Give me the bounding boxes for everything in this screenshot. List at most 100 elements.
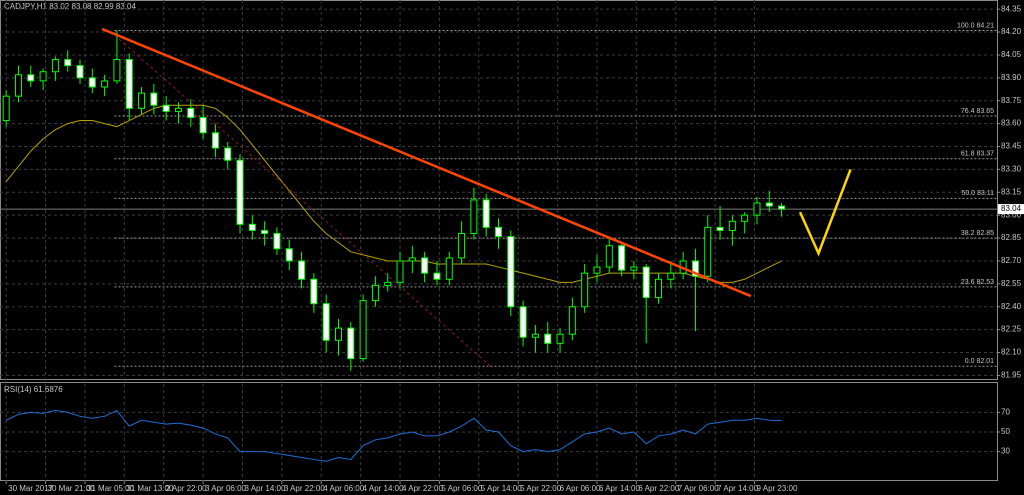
y-tick-label: 83.30: [1001, 165, 1022, 174]
y-tick-label: 84.35: [1001, 4, 1022, 13]
candle-body: [322, 303, 330, 341]
candle-body: [581, 272, 589, 308]
candle-body: [2, 95, 10, 122]
fib-label: 50.0 83.11: [961, 190, 994, 197]
fib-label: 23.6 82.53: [961, 279, 994, 286]
candle-body: [445, 257, 453, 280]
candle-body: [224, 147, 232, 161]
candle-body: [408, 257, 416, 262]
candle-body: [187, 107, 195, 119]
candle-body: [174, 107, 182, 112]
candle-body: [384, 281, 392, 286]
candle-body: [630, 266, 638, 271]
x-tick-label: 9 Apr 23:00: [757, 484, 798, 493]
main-panel: [0, 0, 998, 380]
x-tick-label: 7 Apr 06:00: [678, 484, 719, 493]
candle-body: [101, 80, 109, 88]
candle-body: [162, 104, 170, 112]
moving-average: [5, 104, 782, 283]
x-tick-label: 4 Apr 22:00: [402, 484, 443, 493]
candle-body: [261, 229, 269, 234]
candle-body: [495, 226, 502, 238]
x-tick-label: 3 Apr 14:00: [244, 484, 285, 493]
x-tick-label: 3 Apr 22:00: [284, 484, 325, 493]
fib-label: 76.4 83.65: [961, 108, 994, 115]
fib-label: 100.0 84.21: [957, 22, 994, 29]
candle-body: [248, 223, 256, 231]
x-tick-label: 30 Mar 2017: [8, 484, 53, 493]
candle-body: [371, 284, 379, 302]
x-tick-label: 5 Apr 14:00: [481, 484, 522, 493]
candle-body: [667, 272, 675, 280]
y-tick-label: 83.90: [1001, 73, 1022, 82]
candle-body: [125, 59, 133, 109]
candle-body: [285, 248, 293, 262]
y-tick-label: 83.75: [1001, 96, 1022, 105]
candle-body: [568, 306, 576, 335]
x-tick-label: 5 Apr 22:00: [520, 484, 561, 493]
candle-body: [421, 257, 429, 274]
candle-body: [593, 266, 601, 274]
candle-body: [113, 59, 121, 82]
candle-body: [556, 333, 564, 344]
candle-body: [728, 220, 736, 231]
x-tick-label: 5 Apr 06:00: [441, 484, 482, 493]
y-tick-label: 70: [1001, 408, 1010, 417]
candle-body: [519, 306, 527, 338]
fib-label: 0.0 82.01: [965, 358, 994, 365]
y-tick-label: 81.95: [1001, 371, 1022, 380]
candle-body: [199, 117, 207, 134]
chart-title: CADJPY,H1 83.02 83.08 82.99 83.04: [4, 2, 137, 11]
y-tick-label: 83.60: [1001, 119, 1022, 128]
candle-body: [39, 71, 47, 82]
candle-body: [64, 59, 72, 67]
last-price-label: 83.04: [1001, 204, 1022, 213]
candle-body: [14, 74, 22, 97]
candle-body: [433, 272, 441, 280]
y-tick-label: 82.40: [1001, 302, 1022, 311]
x-tick-label: 6 Apr 22:00: [638, 484, 679, 493]
y-tick-label: 82.70: [1001, 256, 1022, 265]
candle-body: [310, 278, 318, 305]
last-price-box: [998, 204, 1024, 215]
candle-body: [51, 59, 59, 73]
trend-line: [101, 27, 752, 298]
candle-body: [716, 226, 724, 231]
x-tick-label: 4 Apr 14:00: [363, 484, 404, 493]
y-tick-label: 82.85: [1001, 233, 1022, 242]
candle-body: [88, 77, 96, 88]
y-tick-label: 82.55: [1001, 279, 1022, 288]
candle-body: [531, 333, 539, 338]
y-tick-label: 84.20: [1001, 27, 1022, 36]
candle-body: [27, 74, 35, 82]
candle-body: [347, 327, 355, 360]
candle-body: [470, 199, 478, 234]
y-tick-label: 82.10: [1001, 348, 1022, 357]
fib-label: 38.2 82.85: [961, 230, 994, 237]
candle-body: [704, 226, 712, 277]
trend-line: [798, 168, 852, 257]
x-tick-label: 2 Apr 22:00: [166, 484, 207, 493]
x-tick-label: 31 Mar 05:00: [87, 484, 135, 493]
candle-body: [150, 92, 158, 106]
candle-body: [605, 245, 613, 268]
fib-label: 61.8 83.37: [961, 151, 994, 158]
y-tick-label: 50: [1001, 427, 1010, 436]
candle-body: [655, 278, 663, 299]
x-tick-label: 6 Apr 14:00: [599, 484, 640, 493]
y-tick-label: 83.15: [1001, 187, 1022, 196]
x-tick-label: 6 Apr 06:00: [560, 484, 601, 493]
candle-body: [507, 236, 515, 308]
y-tick-label: 83.45: [1001, 142, 1022, 151]
candle-body: [765, 202, 773, 207]
y-tick-label: 83.00: [1001, 210, 1022, 219]
candle-body: [396, 260, 404, 283]
candle-body: [618, 245, 626, 271]
x-tick-label: 31 Mar 13:00: [126, 484, 174, 493]
candle-body: [691, 260, 699, 277]
y-tick-label: 84.05: [1001, 50, 1022, 59]
candle-body: [642, 266, 650, 299]
y-tick-label: 30: [1001, 447, 1010, 456]
candle-body: [211, 132, 219, 149]
